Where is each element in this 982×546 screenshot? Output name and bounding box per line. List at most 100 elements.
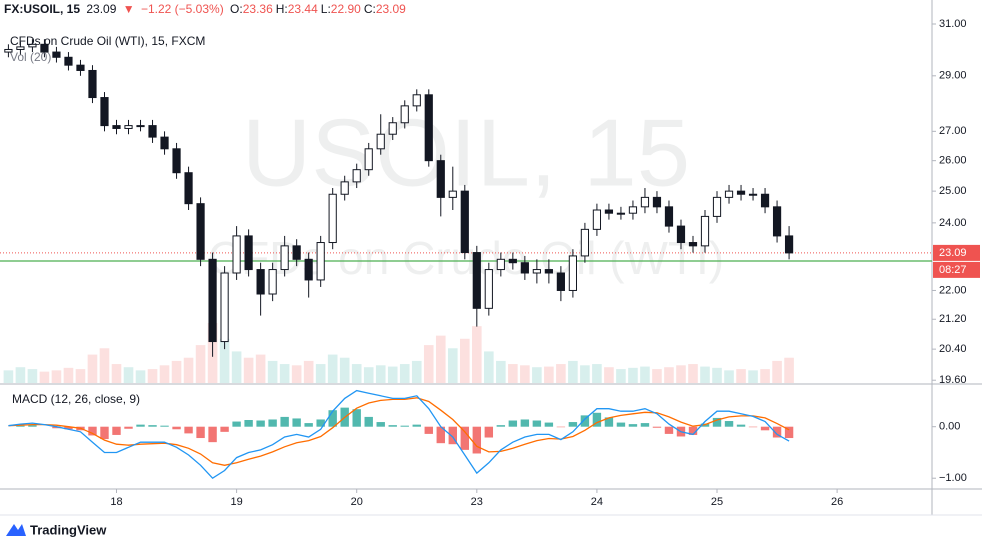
candle-body (232, 235, 241, 274)
candle-body (724, 190, 734, 198)
symbol[interactable]: FX:USOIL, 15 (4, 2, 81, 16)
volume-bar (99, 348, 110, 383)
countdown-box (933, 261, 980, 278)
ohlc-value: 23.44 (287, 2, 318, 16)
volume-bar (652, 369, 662, 383)
y-tick-label: 29.00 (939, 70, 967, 82)
volume-bar (339, 357, 350, 383)
macd-histogram-bar (436, 426, 445, 444)
macd-histogram-bar (220, 426, 229, 432)
macd-histogram-bar (100, 426, 109, 440)
macd-histogram-bar (724, 421, 734, 427)
logo-text[interactable]: TradingView (30, 522, 107, 537)
macd-histogram-bar (376, 422, 385, 427)
volume-bar (279, 364, 290, 383)
candle-body (268, 269, 277, 295)
candle-body (136, 125, 145, 128)
volume-bar (27, 369, 38, 383)
volume-bar (508, 364, 518, 383)
candle-body (400, 105, 409, 124)
volume-bar (39, 371, 50, 383)
y-tick-label: 21.20 (939, 313, 967, 325)
candle-body (784, 235, 794, 254)
candle-body (244, 235, 253, 271)
volume-bar (75, 369, 86, 383)
x-tick-label: 26 (831, 496, 843, 508)
volume-bar (51, 370, 62, 383)
macd-histogram-bar (232, 421, 241, 427)
macd-histogram-bar (712, 417, 722, 427)
volume-bar (159, 365, 170, 383)
candle-body (16, 46, 25, 50)
macd-histogram-bar (736, 424, 746, 427)
volume-bar (496, 360, 506, 383)
volume-bar (111, 364, 122, 383)
candle-body (496, 258, 505, 271)
candle-body (568, 255, 577, 291)
macd-histogram-bar (448, 426, 457, 445)
macd-histogram-bar (772, 426, 782, 438)
macd-histogram-bar (28, 425, 37, 427)
volume-bar (171, 360, 182, 383)
volume-bar (520, 365, 530, 383)
macd-histogram-bar (208, 426, 217, 443)
logo-icon[interactable] (6, 524, 26, 536)
candle-body (616, 212, 626, 215)
candle-body (424, 94, 433, 162)
ohlc-value: 22.90 (330, 2, 361, 16)
volume-bar (580, 365, 590, 383)
macd-histogram-bar (196, 426, 205, 439)
candle-body (256, 269, 265, 295)
candle-body (652, 196, 662, 208)
volume-bar (447, 348, 458, 383)
macd-histogram-bar (268, 419, 277, 427)
candle-body (172, 148, 181, 174)
candle-body (160, 136, 169, 150)
volume-bar (351, 364, 362, 383)
volume-bar (195, 345, 206, 383)
candle-body (28, 43, 37, 48)
ohlc-label: O: (230, 2, 243, 16)
volume-bar (532, 367, 542, 383)
volume-bar (147, 369, 158, 383)
candle-body (520, 262, 529, 274)
candle-body (124, 125, 133, 129)
countdown-label: 08:27 (939, 264, 967, 276)
candle-body (364, 148, 373, 171)
volume-bar (3, 370, 14, 383)
y-tick-label: 19.60 (939, 374, 967, 386)
volume-bar (724, 370, 734, 383)
macd-histogram-bar (628, 424, 638, 427)
last-value: 23.09 (86, 2, 117, 16)
volume-bar (15, 367, 26, 383)
macd-histogram-bar (16, 425, 25, 427)
candle-body (328, 193, 337, 244)
macd-histogram-bar (544, 422, 554, 427)
macd-histogram-bar (484, 426, 494, 438)
volume-bar (291, 365, 302, 383)
macd-histogram-bar (604, 417, 614, 427)
x-tick-label: 24 (591, 496, 603, 508)
volume-bar (135, 370, 146, 383)
candle-body (628, 206, 638, 214)
macd-histogram-bar (280, 416, 289, 427)
macd-histogram-bar (184, 426, 193, 434)
y-tick-label: 24.00 (939, 217, 967, 229)
volume-bar (664, 367, 674, 383)
candle-body (352, 169, 361, 183)
candle-body (712, 196, 722, 217)
volume-bar (748, 370, 758, 383)
macd-histogram-bar (388, 425, 397, 427)
macd-histogram-bar (748, 426, 758, 428)
candle-body (544, 269, 553, 274)
last-price-box (933, 244, 980, 261)
volume-bar (411, 360, 422, 383)
candle-body (580, 228, 590, 257)
macd-histogram-bar (412, 424, 421, 427)
macd-histogram-bar (532, 420, 542, 427)
volume-bar (712, 367, 722, 383)
candle-body (736, 190, 746, 195)
volume-bar (123, 367, 134, 383)
macd-histogram-bar (64, 426, 73, 430)
candle-body (772, 206, 782, 237)
